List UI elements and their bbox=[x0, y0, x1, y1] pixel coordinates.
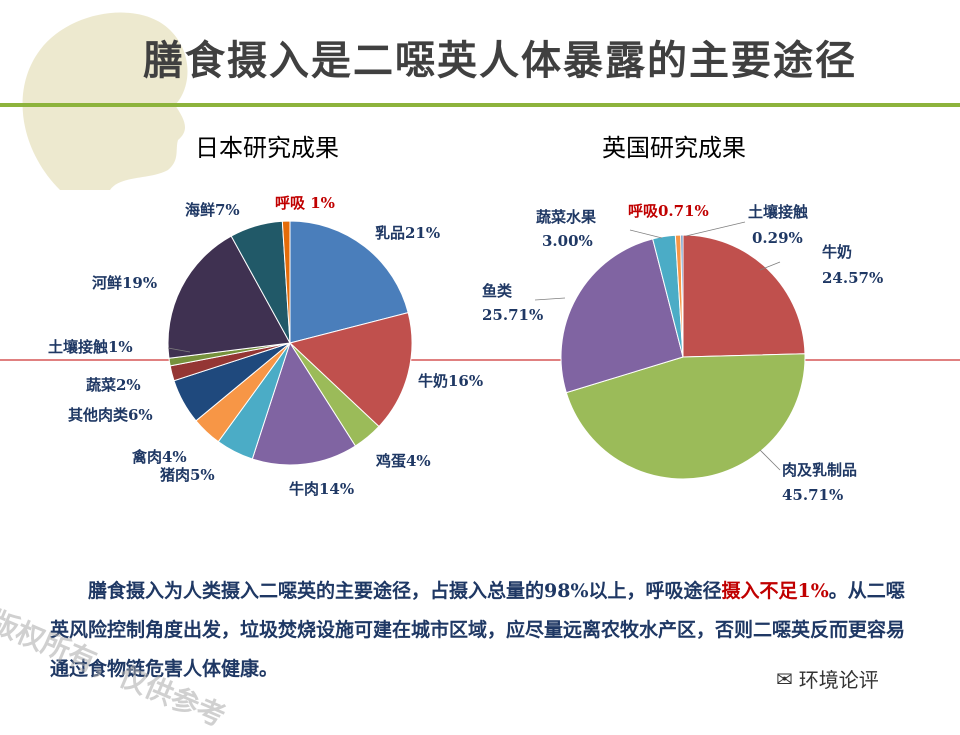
japan-pie-chart bbox=[167, 220, 413, 466]
japan-slice-11 bbox=[281, 220, 291, 344]
japan-label-6: 其他肉类6% bbox=[68, 406, 153, 424]
uk-sub-label-1: 45.71% bbox=[782, 486, 843, 504]
uk-slice-2 bbox=[560, 238, 684, 394]
uk-slice-5 bbox=[680, 234, 684, 358]
uk-label-4: 呼吸0.71% bbox=[628, 202, 709, 220]
japan-label-1: 牛奶16% bbox=[418, 372, 483, 390]
brand-badge: ✉ 环境论评 bbox=[770, 664, 885, 693]
japan-label-4: 猪肉5% bbox=[159, 466, 215, 484]
body-text-highlight: 摄入不足1% bbox=[721, 580, 829, 602]
uk-leader-1 bbox=[759, 449, 781, 471]
japan-pie-labels: 乳品21% 牛奶16% 鸡蛋4% 牛肉14% 猪肉5%禽肉4% 其他肉类6% 蔬菜2% 土壤接… bbox=[48, 194, 483, 498]
uk-slice-1 bbox=[565, 353, 806, 480]
japan-chart-title: 日本研究成果 bbox=[195, 134, 339, 162]
uk-label-1: 肉及乳制品 bbox=[782, 461, 857, 479]
uk-leader-0 bbox=[759, 261, 781, 271]
japan-label-11: 呼吸 1% bbox=[275, 194, 335, 212]
japan-label-0: 乳品21% bbox=[375, 224, 440, 242]
uk-sub-label-2: 25.71% bbox=[482, 306, 543, 324]
title-underline bbox=[0, 103, 960, 107]
uk-label-5: 土壤接触 bbox=[748, 203, 808, 221]
uk-chart-title: 英国研究成果 bbox=[602, 134, 746, 162]
uk-label-0: 牛奶 bbox=[822, 243, 852, 261]
japan-slice-9 bbox=[167, 235, 291, 359]
japan-slice-3 bbox=[251, 341, 357, 466]
uk-pie-labels: 牛奶 24.57% 肉及乳制品 45.71% 鱼类 25.71% 蔬菜水果 3.00% 呼吸0.… bbox=[482, 202, 883, 504]
japan-slice-0 bbox=[289, 220, 409, 344]
uk-sub-label-3: 3.00% bbox=[542, 232, 593, 250]
japan-label-10: 海鲜7% bbox=[185, 201, 240, 219]
uk-sub-label-5: 0.29% bbox=[752, 229, 803, 247]
slide-title: 膳食摄入是二噁英人体暴露的主要途径 bbox=[143, 38, 857, 84]
uk-label-3: 蔬菜水果 bbox=[536, 208, 597, 226]
japan-label-7: 蔬菜2% bbox=[86, 376, 141, 394]
wechat-icon: ✉ bbox=[776, 666, 793, 691]
uk-sub-label-0: 24.57% bbox=[822, 269, 883, 287]
japan-label-8: 土壤接触1% bbox=[48, 338, 133, 356]
uk-pie-chart bbox=[560, 234, 806, 480]
japan-slice-1 bbox=[288, 312, 413, 428]
uk-leader-5 bbox=[685, 221, 746, 237]
uk-leader-3 bbox=[629, 229, 663, 239]
uk-leader-2 bbox=[534, 297, 566, 301]
head-silhouette-decoration bbox=[22, 12, 188, 190]
body-text-part1: 膳食摄入为人类摄入二噁英的主要途径，占摄入总量的98%以上，呼吸途径 bbox=[88, 580, 722, 602]
japan-label-9: 河鲜19% bbox=[92, 274, 157, 292]
japan-leader-0 bbox=[167, 347, 191, 353]
body-paragraph: 膳食摄入为人类摄入二噁英的主要途径，占摄入总量的98%以上，呼吸途径摄入不足1%… bbox=[50, 572, 920, 689]
body-text-part2: 。从二噁英风险控制角度出发，垃圾焚烧设施可建在城市区域，应尽量远离农牧水产区，否… bbox=[50, 580, 906, 680]
japan-label-2: 鸡蛋4% bbox=[375, 452, 431, 470]
japan-label-3: 牛肉14% bbox=[289, 480, 354, 498]
slide-graphics: 乳品21% 牛奶16% 鸡蛋4% 牛肉14% 猪肉5%禽肉4% 其他肉类6% 蔬菜2% 土壤接… bbox=[0, 12, 960, 504]
uk-slice-0 bbox=[682, 234, 806, 358]
japan-label-5: 禽肉4% bbox=[131, 448, 187, 466]
uk-label-2: 鱼类 bbox=[482, 282, 513, 300]
brand-name: 环境论评 bbox=[798, 668, 879, 692]
